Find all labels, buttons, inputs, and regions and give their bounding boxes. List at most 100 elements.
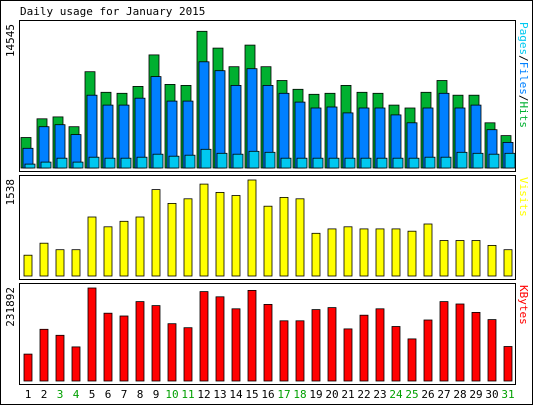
bar-pages-31 bbox=[504, 152, 516, 169]
bar-visits-12 bbox=[199, 183, 209, 277]
chart-title: Daily usage for January 2015 bbox=[20, 5, 205, 18]
bar-pages-1 bbox=[24, 163, 36, 169]
bar-pages-26 bbox=[424, 156, 436, 169]
day-label-24: 24 bbox=[389, 388, 403, 401]
bar-pages-23 bbox=[376, 157, 388, 169]
bar-visits-25 bbox=[407, 230, 417, 277]
day-label-20: 20 bbox=[325, 388, 338, 401]
bar-visits-11 bbox=[183, 198, 193, 277]
bar-pages-15 bbox=[248, 150, 260, 169]
bar-visits-22 bbox=[359, 228, 369, 277]
bar-pages-19 bbox=[312, 157, 324, 169]
bar-kbytes-20 bbox=[327, 307, 337, 382]
chart-panels: 14545 Pages/Files/Hits 1538 Visits 231892 KBy… bbox=[4, 20, 530, 385]
bar-pages-3 bbox=[56, 157, 68, 169]
legend-part: / bbox=[517, 55, 530, 62]
bar-kbytes-4 bbox=[71, 346, 81, 382]
day-label-31: 31 bbox=[501, 388, 514, 401]
bar-pages-5 bbox=[88, 156, 100, 169]
day-label-23: 23 bbox=[373, 388, 386, 401]
bar-pages-12 bbox=[200, 148, 212, 169]
day-label-3: 3 bbox=[57, 388, 64, 401]
bar-kbytes-25 bbox=[407, 338, 417, 382]
legend-label: Pages/Files/Hits bbox=[517, 22, 530, 128]
series-pages bbox=[24, 148, 516, 169]
bar-visits-1 bbox=[23, 254, 33, 277]
bar-visits-24 bbox=[391, 228, 401, 277]
legend-part: KBytes bbox=[517, 285, 530, 325]
day-label-17: 17 bbox=[277, 388, 290, 401]
day-label-4: 4 bbox=[73, 388, 80, 401]
day-label-13: 13 bbox=[213, 388, 226, 401]
day-label-22: 22 bbox=[357, 388, 370, 401]
bar-pages-9 bbox=[152, 153, 164, 169]
legend-part: Pages bbox=[517, 22, 530, 55]
ymax-label: 231892 bbox=[4, 287, 17, 327]
bar-visits-19 bbox=[311, 232, 321, 277]
bar-pages-22 bbox=[360, 157, 372, 169]
legend-part: / bbox=[517, 95, 530, 102]
bar-kbytes-11 bbox=[183, 327, 193, 382]
day-label-29: 29 bbox=[469, 388, 482, 401]
bar-pages-4 bbox=[72, 161, 84, 169]
bar-pages-21 bbox=[344, 157, 356, 169]
series-visits bbox=[23, 179, 513, 277]
bar-pages-8 bbox=[136, 156, 148, 169]
bar-kbytes-19 bbox=[311, 309, 321, 382]
bar-pages-10 bbox=[168, 155, 180, 169]
bar-kbytes-28 bbox=[455, 303, 465, 382]
day-label-7: 7 bbox=[121, 388, 128, 401]
day-label-10: 10 bbox=[165, 388, 178, 401]
bar-kbytes-21 bbox=[343, 328, 353, 382]
ymax-label: 1538 bbox=[4, 179, 17, 206]
bar-kbytes-23 bbox=[375, 308, 385, 382]
bar-files-27 bbox=[438, 92, 450, 169]
bar-files-17 bbox=[278, 92, 290, 169]
day-label-14: 14 bbox=[229, 388, 243, 401]
bar-visits-14 bbox=[231, 195, 241, 277]
legend-label: KBytes bbox=[517, 285, 530, 325]
bar-visits-29 bbox=[471, 240, 481, 277]
day-axis-labels: 1 2 3 4 5 6 7 8 9 10 11 12 13 14 15 16 17 18 19 20 21 22 23 24 2… bbox=[25, 388, 515, 401]
bar-kbytes-26 bbox=[423, 319, 433, 382]
bar-pages-16 bbox=[264, 151, 276, 169]
bar-visits-18 bbox=[295, 198, 305, 277]
day-label-28: 28 bbox=[453, 388, 466, 401]
bar-pages-17 bbox=[280, 157, 292, 169]
day-label-11: 11 bbox=[181, 388, 194, 401]
bar-kbytes-3 bbox=[55, 334, 65, 382]
day-label-21: 21 bbox=[341, 388, 354, 401]
bar-pages-2 bbox=[40, 161, 52, 169]
bar-visits-10 bbox=[167, 202, 177, 277]
legend-part: Files bbox=[517, 62, 530, 95]
day-label-9: 9 bbox=[153, 388, 160, 401]
bar-pages-13 bbox=[216, 152, 228, 169]
day-label-12: 12 bbox=[197, 388, 210, 401]
bar-kbytes-30 bbox=[487, 319, 497, 382]
bar-kbytes-18 bbox=[295, 320, 305, 382]
bar-kbytes-7 bbox=[119, 315, 129, 382]
bar-kbytes-9 bbox=[151, 305, 161, 382]
bar-kbytes-10 bbox=[167, 323, 177, 382]
bar-pages-30 bbox=[488, 153, 500, 169]
day-label-2: 2 bbox=[41, 388, 48, 401]
day-label-30: 30 bbox=[485, 388, 498, 401]
bar-kbytes-22 bbox=[359, 314, 369, 382]
bar-kbytes-15 bbox=[247, 289, 257, 382]
bar-pages-25 bbox=[408, 157, 420, 169]
bar-pages-28 bbox=[456, 151, 468, 169]
bar-kbytes-16 bbox=[263, 303, 273, 382]
day-label-27: 27 bbox=[437, 388, 450, 401]
bar-visits-13 bbox=[215, 191, 225, 277]
bar-pages-18 bbox=[296, 157, 308, 169]
bar-visits-7 bbox=[119, 220, 129, 277]
bar-visits-27 bbox=[439, 240, 449, 277]
bar-kbytes-13 bbox=[215, 296, 225, 382]
bar-visits-20 bbox=[327, 228, 337, 277]
panel-hits-files-pages: 14545 Pages/Files/Hits bbox=[4, 20, 530, 172]
day-label-5: 5 bbox=[89, 388, 96, 401]
bar-kbytes-27 bbox=[439, 301, 449, 382]
legend-label: Visits bbox=[517, 177, 530, 217]
day-label-25: 25 bbox=[405, 388, 418, 401]
